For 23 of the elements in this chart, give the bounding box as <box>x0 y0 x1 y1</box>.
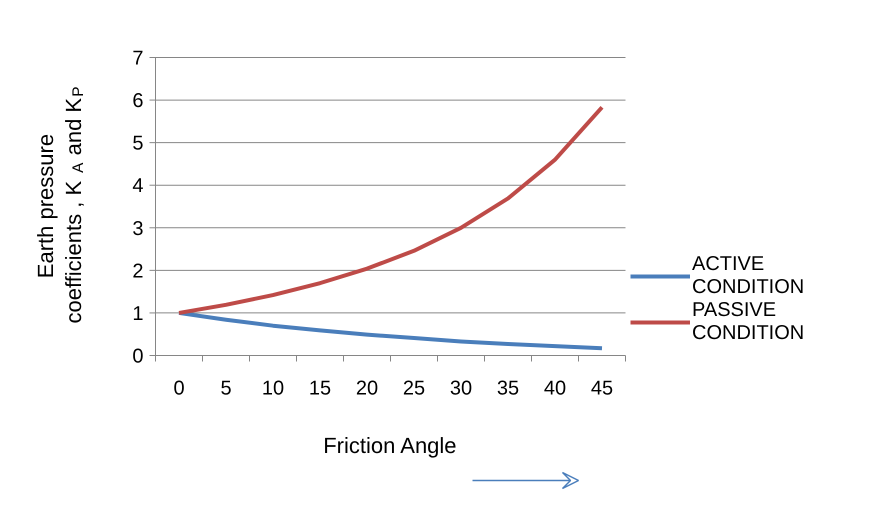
legend-label: ACTIVE CONDITION <box>692 253 804 299</box>
x-tick-label: 10 <box>262 378 284 400</box>
x-tick-label: 20 <box>356 378 378 400</box>
line-series <box>177 105 604 315</box>
y-tick-label: 3 <box>132 218 144 240</box>
y-tick-label: 4 <box>132 175 144 198</box>
x-tick-label: 35 <box>496 378 520 400</box>
x-tick-label: 0 <box>173 378 185 400</box>
y-tick-label: 1 <box>132 302 144 325</box>
y-tick-label: 7 <box>132 48 144 70</box>
x-tick-label: 30 <box>450 378 472 400</box>
y-tick-label: 5 <box>132 132 144 155</box>
x-tick-label: 45 <box>590 378 614 400</box>
x-tick-label: 25 <box>402 378 426 400</box>
legend-label: PASSIVE CONDITION <box>692 299 804 345</box>
x-tick-label: 40 <box>544 378 566 400</box>
y-tick-label: 6 <box>132 90 144 112</box>
x-axis-title: Friction Angle <box>323 433 457 458</box>
y-tick-label: 2 <box>132 260 144 282</box>
y-tick-label: 0 <box>132 346 144 368</box>
x-tick-label: 5 <box>220 378 232 400</box>
x-tick-label: 15 <box>308 378 332 400</box>
line-series <box>177 310 604 350</box>
